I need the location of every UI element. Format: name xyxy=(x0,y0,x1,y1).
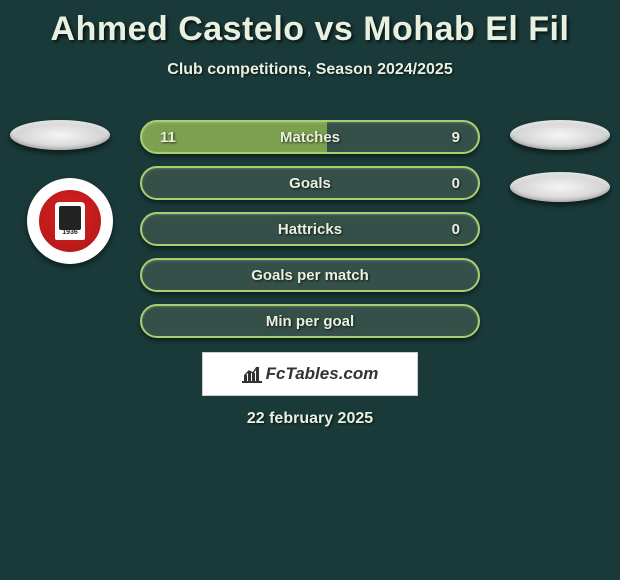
avatar-placeholder-icon xyxy=(510,120,610,150)
date-label: 22 february 2025 xyxy=(0,410,620,428)
promo-text: FcTables.com xyxy=(266,364,379,384)
stat-row: Hattricks0 xyxy=(140,212,480,246)
stat-label: Goals xyxy=(190,175,430,192)
stat-row: Min per goal xyxy=(140,304,480,338)
club-placeholder-icon xyxy=(510,172,610,202)
stat-label: Goals per match xyxy=(190,267,430,284)
stat-right-value: 0 xyxy=(430,221,460,238)
club-year: 1936 xyxy=(55,229,85,236)
stat-label: Hattricks xyxy=(190,221,430,238)
promo-banner[interactable]: FcTables.com xyxy=(202,352,418,396)
stat-label: Min per goal xyxy=(190,313,430,330)
stat-right-value: 9 xyxy=(430,129,460,146)
stat-label: Matches xyxy=(190,129,430,146)
avatar-placeholder-icon xyxy=(10,120,110,150)
club-logo-left: 1936 xyxy=(27,178,113,264)
stat-row: Goals0 xyxy=(140,166,480,200)
stats-container: 11Matches9Goals0Hattricks0Goals per matc… xyxy=(140,120,480,350)
bar-chart-icon xyxy=(242,365,262,383)
stat-left-value: 11 xyxy=(160,129,190,146)
stat-row: Goals per match xyxy=(140,258,480,292)
stat-row: 11Matches9 xyxy=(140,120,480,154)
page-title: Ahmed Castelo vs Mohab El Fil xyxy=(0,0,620,49)
stat-right-value: 0 xyxy=(430,175,460,192)
club-badge-icon: 1936 xyxy=(36,187,104,255)
subtitle: Club competitions, Season 2024/2025 xyxy=(0,61,620,79)
player-right-avatar xyxy=(510,120,610,220)
